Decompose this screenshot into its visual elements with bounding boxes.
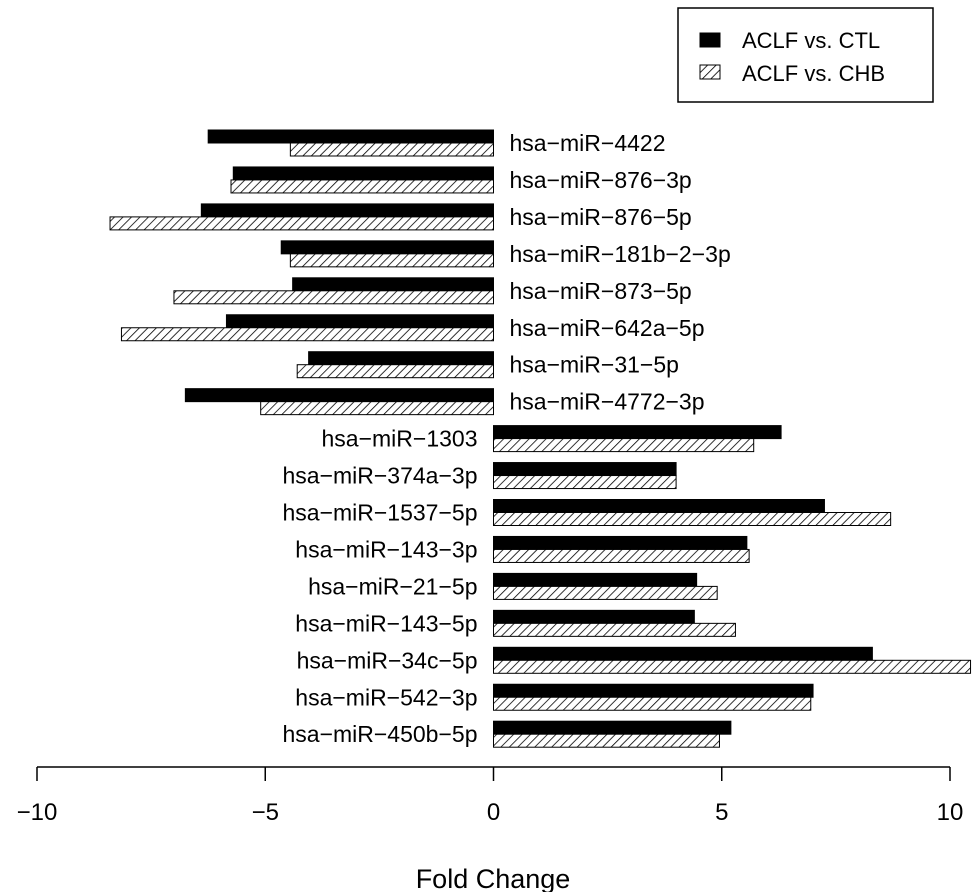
category-label: hsa−miR−34c−5p (297, 647, 478, 673)
bar-chb-2 (109, 216, 494, 231)
category-label: hsa−miR−31−5p (510, 352, 679, 378)
bar-ctl-13 (493, 609, 695, 624)
legend-label-chb: ACLF vs. CHB (742, 61, 885, 86)
category-label: hsa−miR−4772−3p (510, 389, 705, 415)
category-label: hsa−miR−181b−2−3p (510, 241, 731, 267)
bar-ctl-4 (292, 277, 495, 292)
category-label: hsa−miR−450b−5p (282, 721, 477, 747)
category-label: hsa−miR−143−5p (295, 610, 477, 636)
bar-ctl-9 (493, 462, 677, 477)
category-label: hsa−miR−4422 (510, 130, 666, 156)
bar-ctl-10 (493, 499, 825, 513)
bar-ctl-6 (308, 351, 494, 366)
bar-ctl-8 (493, 425, 782, 440)
bar-chb-13 (493, 622, 736, 637)
bar-chb-11 (493, 548, 750, 563)
bar-chb-1 (230, 179, 494, 194)
x-tick-label: −5 (252, 799, 279, 826)
x-tick-label: −10 (17, 799, 58, 826)
x-tick-label: 10 (937, 799, 964, 826)
bar-ctl-15 (493, 683, 814, 698)
bar-ctl-0 (207, 129, 494, 144)
bar-chb-10 (493, 512, 892, 526)
bar-ctl-7 (184, 388, 495, 403)
bar-chb-12 (493, 585, 718, 600)
legend-swatch-ctl (699, 32, 721, 48)
bar-chb-3 (289, 253, 495, 268)
bars-layer (109, 129, 972, 748)
category-label: hsa−miR−1303 (322, 426, 478, 452)
category-label: hsa−miR−642a−5p (510, 315, 705, 341)
legend: ACLF vs. CTL ACLF vs. CHB (677, 7, 934, 103)
category-label: hsa−miR−1537−5p (282, 500, 477, 526)
bar-ctl-2 (200, 203, 494, 218)
x-axis: −10 −5 0 5 10 (17, 766, 964, 826)
category-label: hsa−miR−876−3p (510, 167, 692, 193)
x-ticks: −10 −5 0 5 10 (17, 767, 964, 826)
bar-chb-7 (260, 401, 494, 416)
legend-label-ctl: ACLF vs. CTL (742, 28, 880, 53)
category-label: hsa−miR−873−5p (510, 278, 692, 304)
bar-chb-9 (493, 475, 677, 490)
bar-chb-15 (493, 696, 812, 711)
category-label: hsa−miR−21−5p (308, 573, 477, 599)
x-axis-title: Fold Change (416, 864, 571, 892)
bar-chb-4 (173, 290, 494, 305)
bar-chb-0 (289, 142, 495, 157)
bar-chb-8 (493, 438, 755, 453)
bar-ctl-14 (493, 646, 873, 661)
bar-chb-5 (120, 327, 494, 342)
bar-ctl-1 (232, 166, 494, 181)
x-tick-label: 5 (715, 799, 728, 826)
category-label: hsa−miR−374a−3p (282, 463, 477, 489)
bar-chb-14 (493, 659, 972, 674)
bar-ctl-5 (225, 314, 494, 329)
bar-ctl-12 (493, 572, 698, 587)
bar-chb-16 (493, 733, 720, 748)
bar-chb-6 (296, 364, 494, 379)
bar-ctl-11 (493, 535, 748, 550)
category-labels: hsa−miR−4422 hsa−miR−876−3p hsa−miR−876−5p… (282, 130, 730, 747)
bar-ctl-16 (493, 720, 732, 735)
bar-ctl-3 (280, 240, 495, 255)
legend-box (677, 7, 934, 103)
category-label: hsa−miR−143−3p (295, 536, 477, 562)
category-label: hsa−miR−876−5p (510, 204, 692, 230)
x-tick-label: 0 (487, 799, 500, 826)
legend-swatch-chb (699, 64, 721, 80)
category-label: hsa−miR−542−3p (295, 684, 477, 710)
